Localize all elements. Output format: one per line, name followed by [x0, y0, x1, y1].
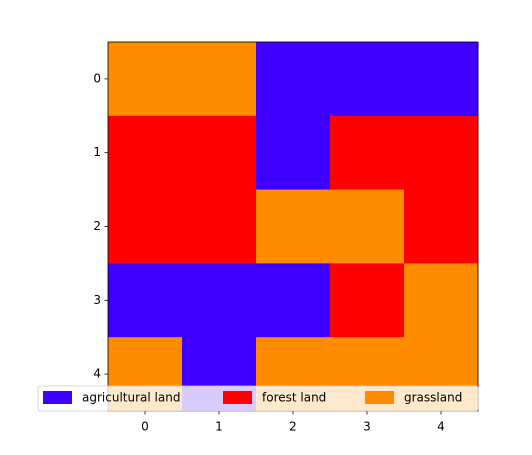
cell	[404, 42, 479, 117]
cell	[108, 263, 183, 338]
cell	[182, 263, 257, 338]
x-tick-label: 0	[141, 420, 149, 434]
legend-swatch	[43, 391, 72, 404]
y-tick-label: 1	[93, 145, 101, 159]
cell	[256, 115, 331, 191]
cell	[404, 115, 479, 191]
x-tick-label: 2	[289, 420, 297, 434]
legend-swatch	[223, 391, 252, 404]
cell	[330, 263, 405, 338]
x-tick-label: 4	[437, 420, 445, 434]
legend-swatch	[365, 391, 394, 404]
y-tick-label: 3	[93, 293, 101, 307]
cell	[182, 42, 257, 117]
cell	[404, 263, 479, 338]
cell	[330, 42, 405, 117]
cell	[108, 42, 183, 117]
cell	[256, 189, 331, 264]
y-tick-label: 0	[93, 71, 101, 85]
cell	[404, 189, 479, 264]
x-tick-label: 3	[363, 420, 371, 434]
cell	[182, 189, 257, 264]
cell	[330, 189, 405, 264]
legend-label: forest land	[262, 391, 326, 405]
cell	[256, 42, 331, 117]
legend-label: agricultural land	[82, 391, 180, 405]
cell	[108, 189, 183, 264]
x-tick-label: 1	[215, 420, 223, 434]
cell	[108, 115, 183, 191]
cell	[182, 115, 257, 191]
legend: agricultural land forest land grassland	[37, 385, 479, 412]
cell	[256, 263, 331, 338]
legend-label: grassland	[404, 391, 462, 405]
y-tick-label: 4	[93, 367, 101, 381]
cell	[330, 115, 405, 191]
y-tick-label: 2	[93, 219, 101, 233]
